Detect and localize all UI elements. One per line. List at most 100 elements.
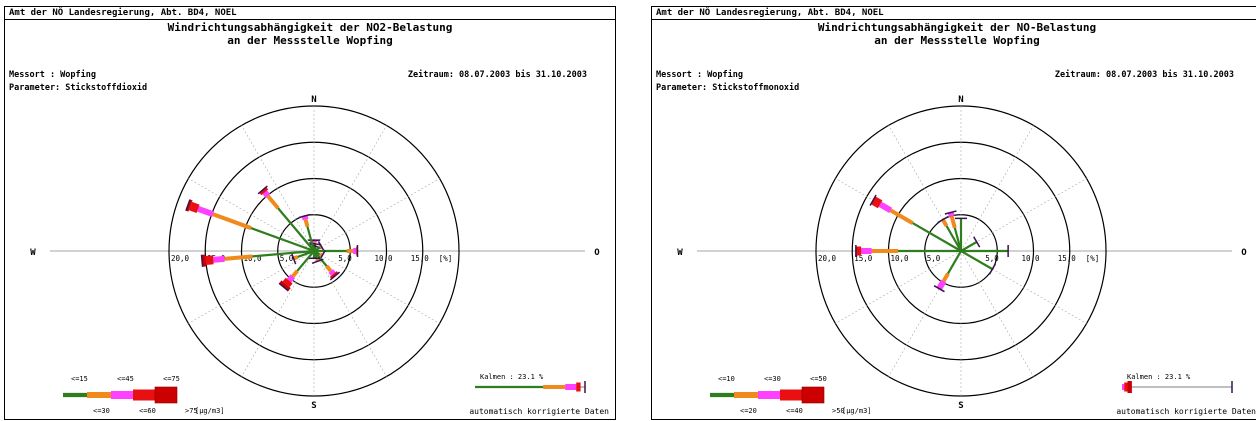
sector-320-class-0: [277, 207, 315, 252]
sector-210-class-0: [946, 250, 962, 275]
radial-tick-right: 10,0: [375, 254, 394, 263]
legend-class-top: [801, 386, 825, 404]
sector-265-class-3: [205, 255, 214, 265]
sector-120-class-1: [318, 252, 323, 257]
sector-220-class-3: [282, 277, 293, 288]
kalmen-label: Kalmen : 23.1 %: [1127, 373, 1191, 381]
legend-label-top: <=45: [117, 375, 134, 383]
compass-N: N: [311, 95, 316, 105]
compass-W: W: [677, 248, 683, 258]
header-bar: Amt der NÖ Landesregierung, Abt. BD4, NO…: [652, 7, 1256, 20]
spoke-60: [960, 178, 1087, 252]
sector-290-class-3: [188, 201, 200, 214]
sector-265-class-2: [212, 255, 225, 263]
legend-class-top: [154, 386, 178, 404]
legend-label-bottom: >75: [185, 407, 198, 415]
sector-60-class-0: [960, 240, 978, 252]
sector-290-class-0: [250, 227, 315, 253]
parameter-label: Parameter: Stickstoffmonoxid: [656, 83, 800, 93]
radial-tick-right: 5,0: [985, 254, 999, 263]
radial-tick-left: 5,0: [280, 254, 294, 263]
parameter-label: Parameter: Stickstoffdioxid: [9, 83, 148, 93]
kalmen-label: Kalmen : 23.1 %: [480, 373, 544, 381]
sector-300-class-1: [889, 208, 914, 225]
header-bar: Amt der NÖ Landesregierung, Abt. BD4, NO…: [5, 7, 615, 20]
compass-S: S: [311, 401, 316, 411]
sector-320-class-1: [266, 194, 280, 210]
compass-S: S: [958, 401, 963, 411]
sector-300-class-3: [870, 196, 883, 209]
zeitraum-label: Zeitraum: 08.07.2003 bis 31.10.2003: [407, 70, 587, 80]
sector-cap-60: [973, 236, 981, 248]
sector-cap-345: [944, 210, 957, 215]
spoke-60: [313, 178, 440, 252]
legend-unit: [µg/m3]: [842, 407, 872, 415]
radial-tick-left: 20,0: [171, 254, 190, 263]
radial-tick-left: 15,0: [854, 254, 873, 263]
sector-330-class-1: [941, 218, 949, 227]
zeitraum-label: Zeitraum: 08.07.2003 bis 31.10.2003: [1054, 70, 1234, 80]
legend-label-top: <=30: [764, 375, 781, 383]
legend-label-bottom: <=60: [139, 407, 156, 415]
compass-O: O: [594, 248, 600, 258]
spoke-330: [241, 125, 315, 252]
sector-cap-120: [988, 263, 997, 275]
spoke-30: [960, 125, 1034, 252]
sector-220-class-0: [296, 250, 315, 272]
sector-345-class-1: [303, 218, 310, 228]
windrose-svg: NOSW5,05,010,010,015,015,020,0[%]<=15<=4…: [30, 95, 600, 415]
radial-tick-right: 15,0: [1058, 254, 1077, 263]
sector-cap-345: [298, 213, 311, 219]
sector-300-class-2: [878, 201, 893, 213]
sector-265-class-0: [252, 249, 315, 258]
chart-subtitle: an der Messstelle Wopfing: [227, 34, 393, 47]
sector-cap-160: [311, 258, 324, 264]
spoke-150: [960, 250, 1034, 377]
spoke-120: [313, 250, 440, 324]
sector-cap-210: [933, 285, 945, 293]
radial-unit: [%]: [1086, 254, 1100, 263]
compass-N: N: [958, 95, 963, 105]
legend-label-top: <=10: [718, 375, 735, 383]
windrose-svg: N O S W 5,0 5,0 10,0 10,0 15,0 15,0 20,0 [%] <=10 <=3…: [677, 95, 1247, 415]
sector-cap-330: [937, 215, 949, 224]
radial-tick-right: 10,0: [1022, 254, 1041, 263]
spoke-210: [241, 250, 315, 377]
sector-210-class-2: [936, 279, 947, 291]
chart-title: Windrichtungsabhängigkeit der NO2-Belast…: [167, 21, 453, 34]
legend-label-top: <=15: [71, 375, 88, 383]
chart-subtitle: an der Messstelle Wopfing: [874, 34, 1040, 47]
sector-cap-300: [869, 194, 877, 206]
sector-320-class-2: [262, 190, 271, 198]
chart-title: Windrichtungsabhängigkeit der NO-Belastu…: [817, 21, 1097, 34]
legend-label-top: <=50: [810, 375, 827, 383]
radial-tick-left: 5,0: [927, 254, 941, 263]
sector-300-class-0: [912, 222, 962, 252]
sector-cap-220: [278, 282, 289, 292]
sector-345-class-0: [306, 226, 316, 252]
spoke-240: [835, 250, 962, 324]
spoke-30: [313, 125, 387, 252]
radial-tick-left: 20,0: [818, 254, 837, 263]
radial-tick-right: 15,0: [411, 254, 430, 263]
footer-note: automatisch korrigierte Daten: [469, 407, 609, 416]
no2-windrose-panel: Amt der NÖ Landesregierung, Abt. BD4, NO…: [4, 6, 616, 420]
messort-label: Messort : Wopfing: [9, 70, 96, 80]
compass-O: O: [1241, 248, 1247, 258]
no-windrose-panel: Amt der NÖ Landesregierung, Abt. BD4, NO…: [651, 6, 1256, 420]
sector-265-class-1: [224, 254, 253, 261]
sector-290-class-1: [212, 212, 252, 230]
radial-unit: [%]: [439, 254, 453, 263]
sector-140-class-2: [328, 269, 336, 276]
sector-345-class-0: [953, 227, 963, 252]
compass-W: W: [30, 248, 36, 258]
legend-label-bottom: <=20: [740, 407, 757, 415]
legend-unit: [µg/m3]: [195, 407, 225, 415]
sector-140-class-1: [325, 264, 333, 273]
spoke-300: [188, 178, 315, 252]
sector-cap-140: [329, 271, 341, 281]
radial-tick-left: 10,0: [244, 254, 263, 263]
spoke-240: [188, 250, 315, 324]
sector-cap-250: [290, 252, 297, 265]
legend-label-bottom: <=30: [93, 407, 110, 415]
